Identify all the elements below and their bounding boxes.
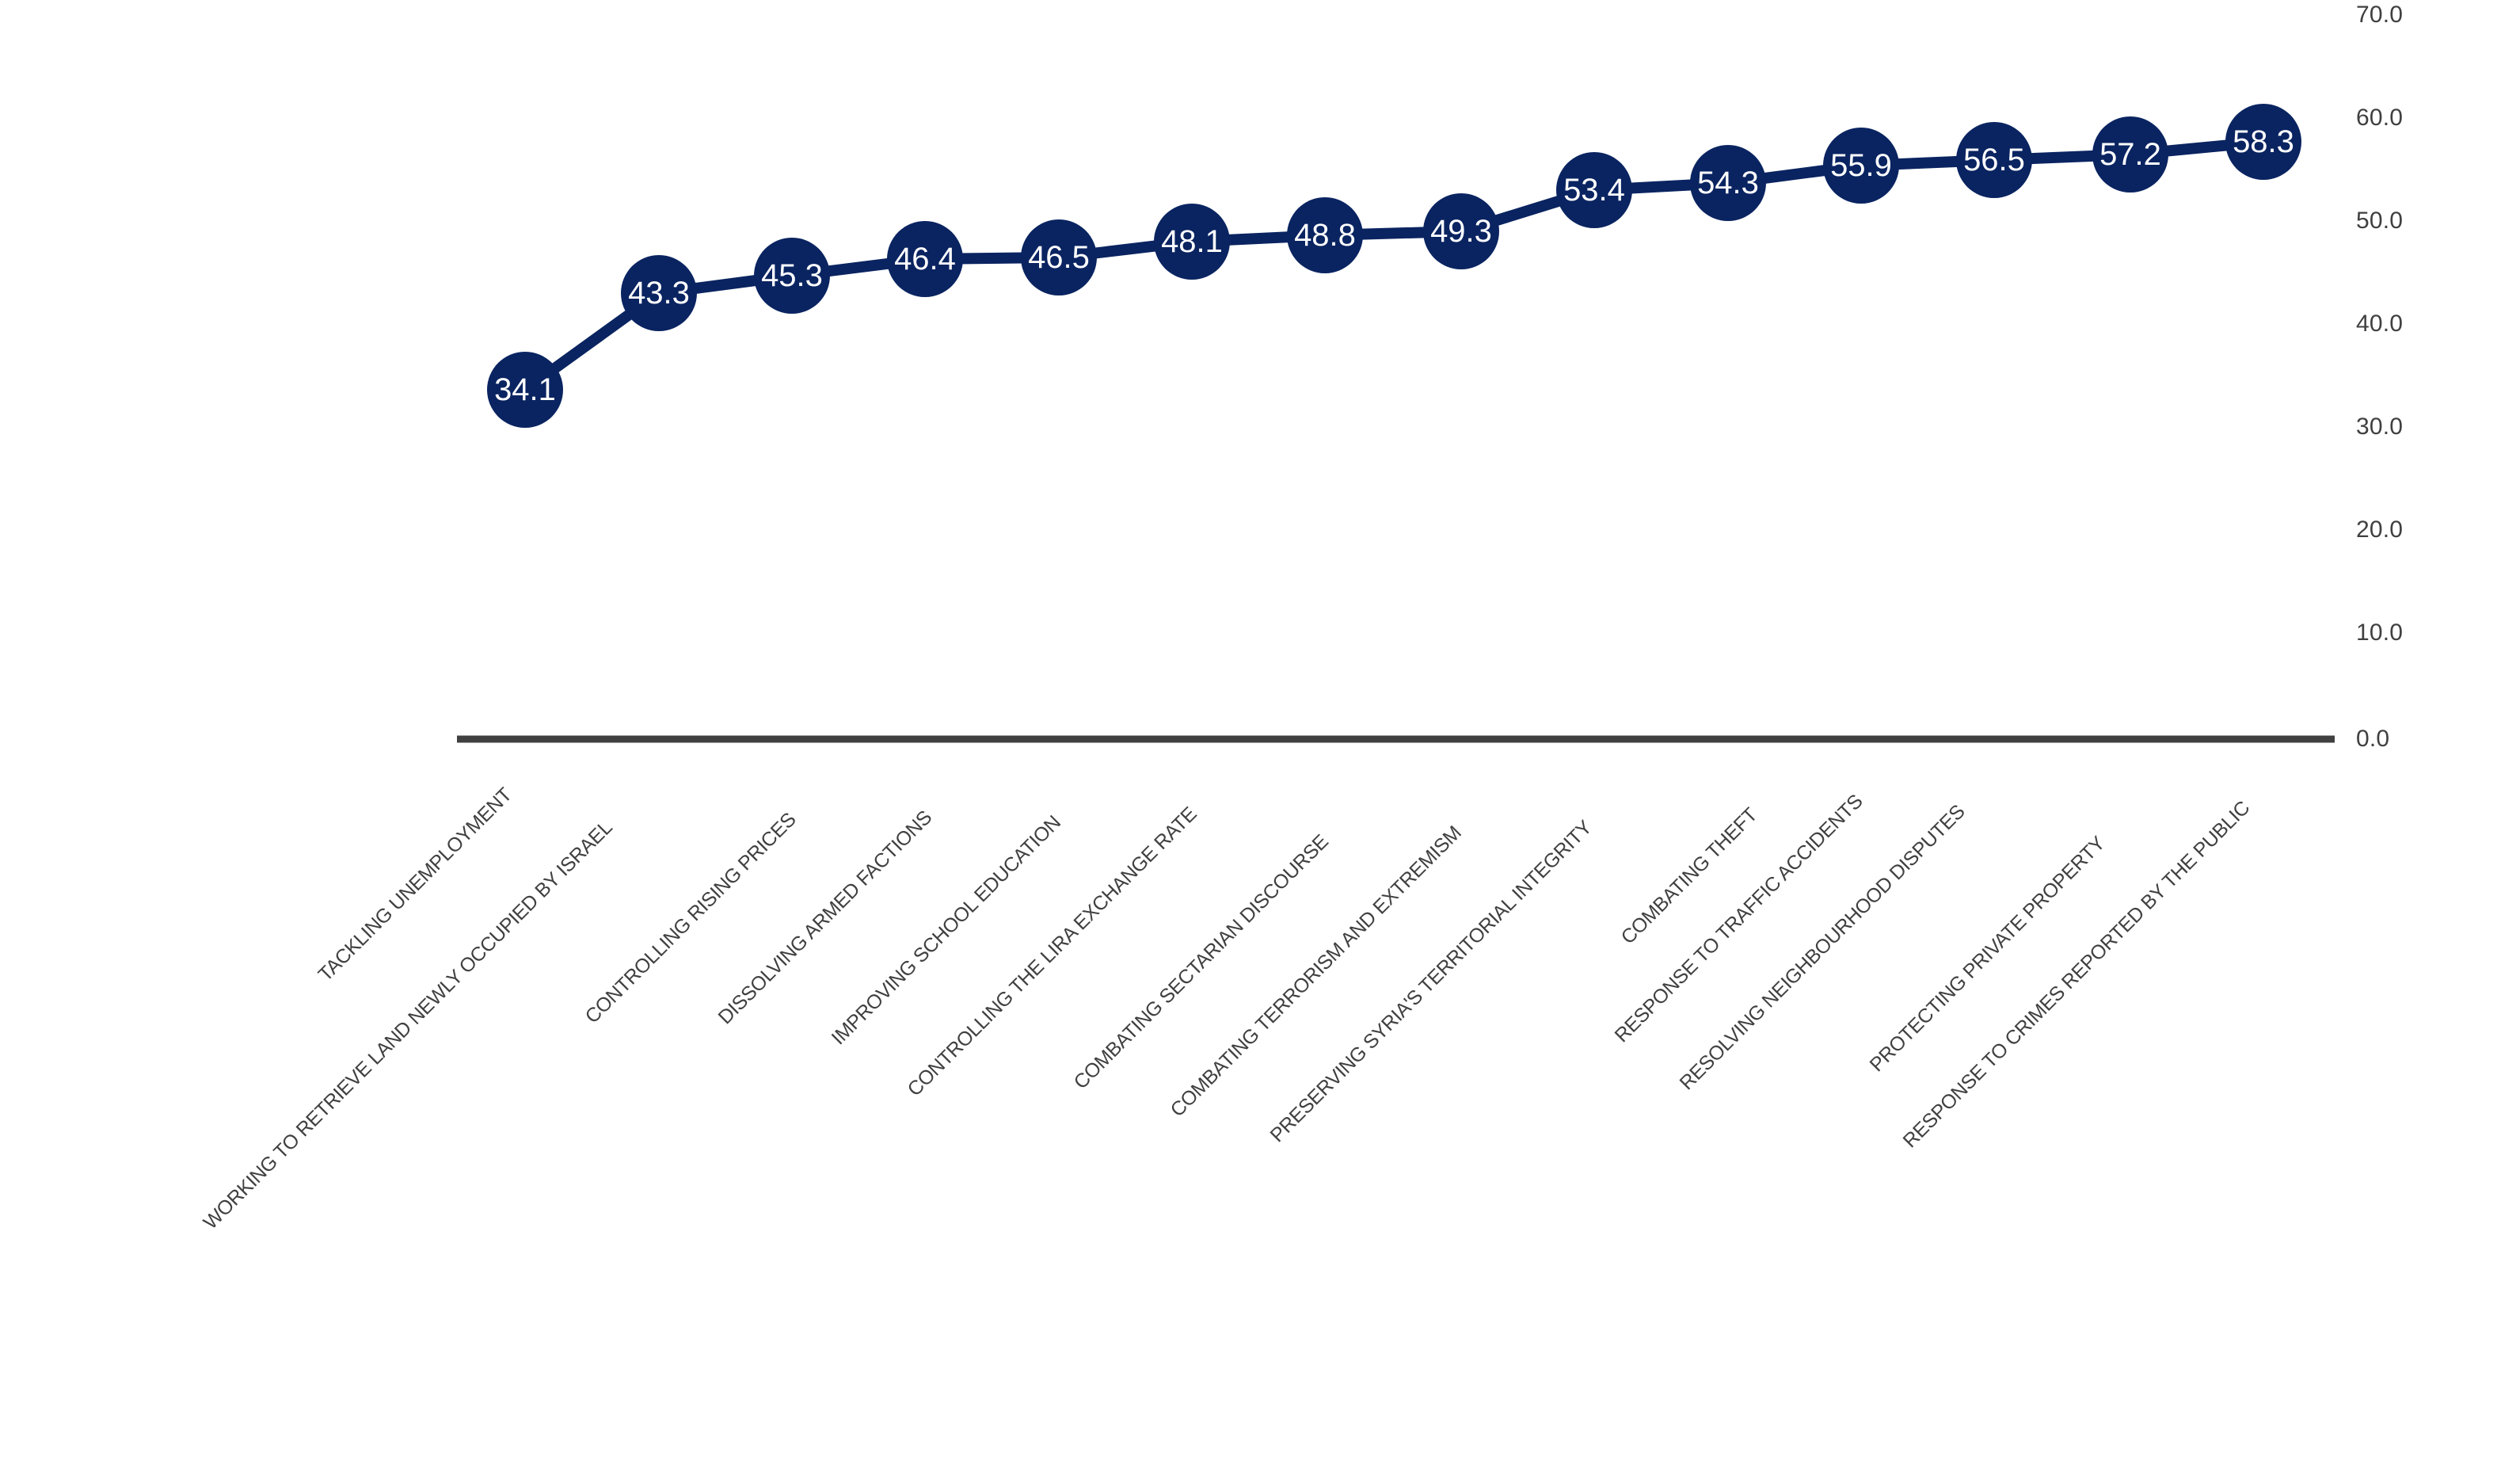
marker-circle[interactable] (1423, 193, 1499, 269)
marker-circle[interactable] (2225, 104, 2301, 180)
data-point-14[interactable]: 58.3 (2225, 104, 2301, 180)
data-point-9[interactable]: 53.4 (1556, 152, 1632, 228)
marker-value-label: 58.3 (2233, 124, 2294, 159)
marker-value-label: 43.3 (628, 276, 690, 311)
marker-value-label: 34.1 (494, 372, 556, 407)
marker-value-label: 49.3 (1430, 214, 1492, 249)
marker-circle[interactable] (487, 352, 563, 428)
marker-value-label: 48.8 (1294, 218, 1356, 253)
data-point-8[interactable]: 49.3 (1423, 193, 1499, 269)
data-point-3[interactable]: 45.3 (754, 238, 830, 314)
y-axis-tick-70: 70.0 (2356, 2, 2404, 28)
marker-circle[interactable] (1556, 152, 1632, 228)
data-point-6[interactable]: 48.1 (1154, 204, 1230, 280)
marker-circle[interactable] (1021, 219, 1097, 295)
marker-circle[interactable] (754, 238, 830, 314)
marker-circle[interactable] (1690, 145, 1766, 221)
data-point-11[interactable]: 55.9 (1823, 128, 1899, 204)
data-point-10[interactable]: 54.3 (1690, 145, 1766, 221)
data-point-7[interactable]: 48.8 (1287, 197, 1363, 273)
data-point-12[interactable]: 56.5 (1956, 122, 2032, 198)
marker-value-label: 57.2 (2099, 137, 2161, 172)
y-axis-tick-50: 50.0 (2356, 208, 2404, 234)
y-axis-tick-40: 40.0 (2356, 311, 2404, 337)
marker-circle[interactable] (2092, 116, 2168, 193)
marker-circle[interactable] (1154, 204, 1230, 280)
marker-value-label: 53.4 (1563, 173, 1625, 208)
marker-value-label: 46.4 (894, 242, 956, 276)
marker-circle[interactable] (1287, 197, 1363, 273)
y-axis-tick-0: 0.0 (2356, 726, 2390, 752)
data-point-5[interactable]: 46.5 (1021, 219, 1097, 295)
marker-circle[interactable] (1956, 122, 2032, 198)
y-axis-tick-20: 20.0 (2356, 517, 2404, 543)
y-axis-tick-30: 30.0 (2356, 414, 2404, 440)
data-point-1[interactable]: 34.1 (487, 352, 563, 428)
y-axis-tick-10: 10.0 (2356, 620, 2404, 646)
y-axis-tick-60: 60.0 (2356, 105, 2404, 131)
data-point-13[interactable]: 57.2 (2092, 116, 2168, 193)
marker-value-label: 54.3 (1697, 166, 1759, 200)
marker-value-label: 45.3 (761, 258, 823, 293)
marker-value-label: 46.5 (1028, 240, 1090, 275)
marker-circle[interactable] (621, 255, 697, 331)
marker-circle[interactable] (1823, 128, 1899, 204)
marker-circle[interactable] (887, 221, 963, 297)
marker-value-label: 48.1 (1161, 224, 1223, 259)
marker-value-label: 56.5 (1963, 143, 2025, 177)
marker-value-label: 55.9 (1830, 148, 1892, 183)
data-point-4[interactable]: 46.4 (887, 221, 963, 297)
data-point-2[interactable]: 43.3 (621, 255, 697, 331)
